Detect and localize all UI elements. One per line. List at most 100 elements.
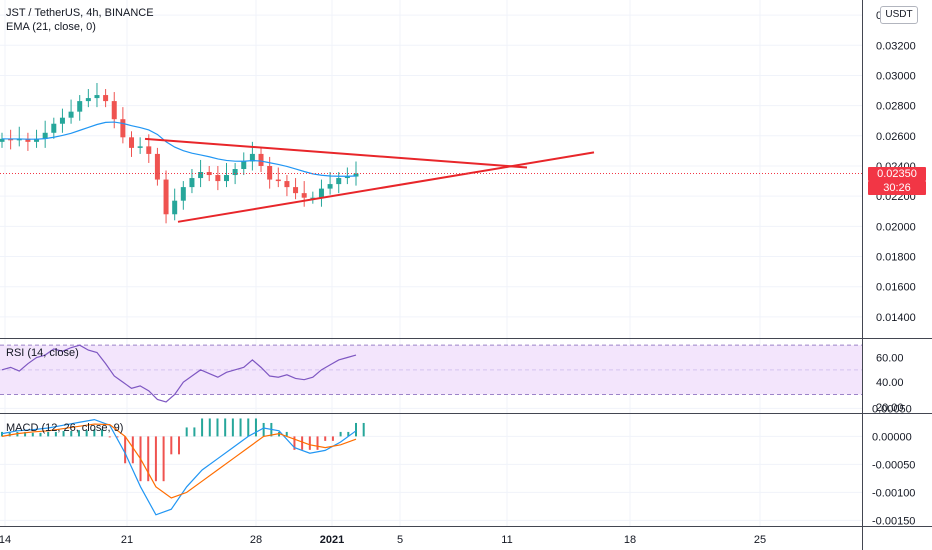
- macd-histogram-bar: [93, 429, 96, 437]
- macd-histogram-bar: [24, 431, 27, 437]
- macd-histogram-bar: [239, 418, 242, 437]
- macd-histogram-bar: [39, 432, 42, 437]
- macd-histogram-bar: [308, 436, 311, 450]
- macd-histogram-bar: [347, 431, 350, 437]
- rsi-pane[interactable]: [0, 344, 862, 403]
- candle-body: [223, 175, 229, 182]
- macd-histogram-bar: [224, 418, 227, 437]
- price-tick-label: 0.01800: [876, 252, 916, 264]
- macd-histogram-bar: [162, 436, 165, 482]
- price-tick-label: 0.01400: [876, 312, 916, 324]
- candle-body: [146, 146, 152, 154]
- symbol-title: JST / TetherUS, 4h, BINANCE: [6, 7, 154, 19]
- candle-body: [25, 138, 31, 142]
- macd-tick-label: 0.00000: [872, 431, 912, 443]
- candle-body: [258, 153, 264, 166]
- macd-histogram-bar: [262, 422, 265, 437]
- candle-body: [94, 95, 100, 99]
- price-tick-label: 0.02800: [876, 101, 916, 113]
- rsi-legend: RSI (14, close): [6, 347, 79, 359]
- candle-body: [103, 95, 109, 102]
- price-tick-label: 0.03000: [876, 70, 916, 82]
- macd-histogram-bar: [31, 432, 34, 437]
- macd-histogram-bar: [293, 436, 296, 450]
- currency-button[interactable]: USDT: [880, 6, 918, 24]
- candle-body: [85, 98, 91, 102]
- candle-body: [189, 178, 195, 188]
- candle-body: [318, 188, 324, 198]
- candle-body: [198, 172, 204, 179]
- last-price-badge: 0.02350: [868, 167, 926, 181]
- macd-histogram-bar: [285, 431, 288, 437]
- macd-histogram-bar: [301, 436, 304, 450]
- price-tick-label: 0.03200: [876, 40, 916, 52]
- macd-histogram-bar: [170, 436, 173, 455]
- macd-histogram-bar: [101, 429, 104, 437]
- candle-body: [111, 101, 117, 120]
- price-pane[interactable]: [0, 82, 862, 224]
- candle-body: [154, 153, 160, 180]
- candle-body: [34, 138, 40, 142]
- candle-body: [68, 111, 74, 118]
- candle-body: [163, 179, 169, 215]
- countdown-badge: 30:26: [868, 181, 926, 195]
- macd-histogram-bar: [339, 431, 342, 437]
- candle-body: [172, 200, 178, 215]
- x-tick-label: 25: [754, 534, 766, 546]
- macd-histogram-bar: [178, 436, 180, 455]
- macd-histogram-bar: [247, 418, 250, 437]
- candle-body: [310, 197, 316, 199]
- candle-body: [241, 161, 247, 169]
- macd-tick-label: -0.00050: [872, 459, 915, 471]
- candle-body: [16, 138, 22, 141]
- candle-body: [284, 181, 290, 188]
- macd-line: [1, 418, 357, 516]
- candle-body: [232, 169, 238, 176]
- candle-body: [275, 179, 281, 182]
- macd-histogram-bar: [193, 427, 196, 437]
- candle-body: [215, 175, 221, 182]
- grid-lines: [0, 0, 862, 526]
- x-tick-label: 11: [501, 534, 512, 546]
- macd-histogram-bar: [154, 436, 157, 482]
- candle-body: [336, 178, 342, 185]
- signal-line: [1, 423, 357, 499]
- candle-body: [137, 146, 143, 148]
- macd-histogram-bar: [231, 418, 234, 437]
- candle-body: [206, 172, 212, 176]
- x-tick-label: 28: [250, 534, 262, 546]
- ema-legend: EMA (21, close, 0): [6, 21, 96, 33]
- candle-body: [77, 101, 83, 112]
- candle-body: [249, 153, 255, 162]
- macd-histogram-bar: [208, 418, 211, 437]
- macd-histogram-bar: [355, 422, 357, 437]
- macd-histogram-bar: [185, 427, 188, 437]
- macd-histogram-bar: [362, 422, 365, 437]
- macd-histogram-bar: [254, 418, 257, 437]
- rsi-tick-label: 40.00: [876, 377, 904, 389]
- candle-body: [344, 176, 350, 179]
- macd-histogram-bar: [316, 436, 319, 450]
- macd-tick-label: -0.00150: [872, 515, 915, 527]
- rsi-tick-label: 60.00: [876, 353, 904, 365]
- candle-body: [180, 187, 186, 201]
- x-tick-label: 18: [624, 534, 636, 546]
- candle-body: [0, 138, 5, 142]
- rsi-line: [1, 344, 357, 403]
- x-tick-label: 21: [121, 534, 133, 546]
- candle-body: [353, 173, 359, 177]
- candle-body: [267, 165, 273, 180]
- candle-body: [8, 138, 14, 141]
- macd-histogram-bar: [47, 431, 50, 437]
- candle-body: [120, 119, 126, 138]
- price-tick-label: 0.02000: [876, 221, 916, 233]
- macd-histogram-bar: [70, 431, 73, 437]
- macd-histogram-bar: [216, 418, 219, 437]
- macd-pane[interactable]: [1, 418, 365, 516]
- lower-trendline: [177, 151, 595, 223]
- candle-body: [51, 123, 57, 133]
- candle-body: [42, 132, 48, 139]
- macd-histogram-bar: [1, 431, 3, 437]
